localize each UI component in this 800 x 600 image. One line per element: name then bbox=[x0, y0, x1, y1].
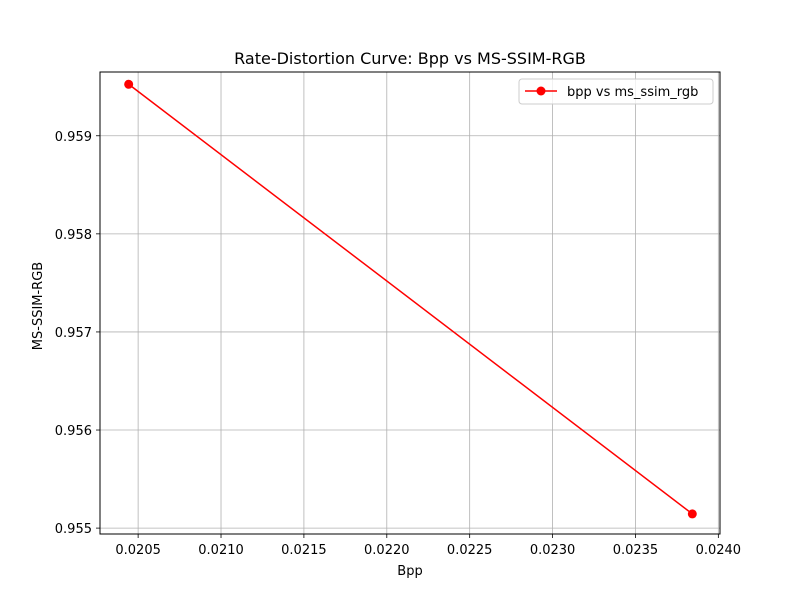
y-tick-label: 0.957 bbox=[55, 326, 92, 341]
data-point bbox=[687, 509, 697, 519]
y-tick-label: 0.958 bbox=[55, 228, 92, 243]
x-tick-label: 0.0205 bbox=[115, 543, 161, 558]
series-line bbox=[128, 83, 693, 515]
y-tick-label: 0.959 bbox=[55, 130, 92, 145]
chart-title: Rate-Distortion Curve: Bpp vs MS-SSIM-RG… bbox=[234, 49, 586, 68]
x-tick-label: 0.0215 bbox=[281, 543, 327, 558]
legend-box bbox=[518, 78, 714, 105]
data-point bbox=[124, 79, 134, 89]
series-group bbox=[124, 79, 697, 519]
legend-label: bpp vs ms_ssim_rgb bbox=[567, 85, 698, 100]
grid-lines bbox=[100, 72, 720, 534]
y-tick-label: 0.956 bbox=[55, 424, 92, 439]
x-tick-label: 0.0220 bbox=[364, 543, 410, 558]
x-tick-label: 0.0240 bbox=[696, 543, 742, 558]
plot-area-frame bbox=[99, 71, 721, 535]
legend: bpp vs ms_ssim_rgb bbox=[518, 78, 714, 105]
y-axis-label: MS-SSIM-RGB bbox=[31, 262, 46, 350]
y-tick-label: 0.955 bbox=[55, 522, 92, 537]
x-axis-ticks: 0.0205 0.0210 0.0215 0.0220 0.0225 0.0230 0.02… bbox=[115, 534, 741, 558]
legend-marker-swatch bbox=[536, 86, 546, 96]
x-tick-label: 0.0235 bbox=[613, 543, 659, 558]
x-tick-label: 0.0225 bbox=[447, 543, 493, 558]
x-axis-label: Bpp bbox=[397, 564, 422, 579]
y-axis-ticks: 0.955 0.956 0.957 0.958 0.959 bbox=[55, 130, 100, 537]
x-tick-label: 0.0230 bbox=[530, 543, 576, 558]
x-tick-label: 0.0210 bbox=[198, 543, 244, 558]
